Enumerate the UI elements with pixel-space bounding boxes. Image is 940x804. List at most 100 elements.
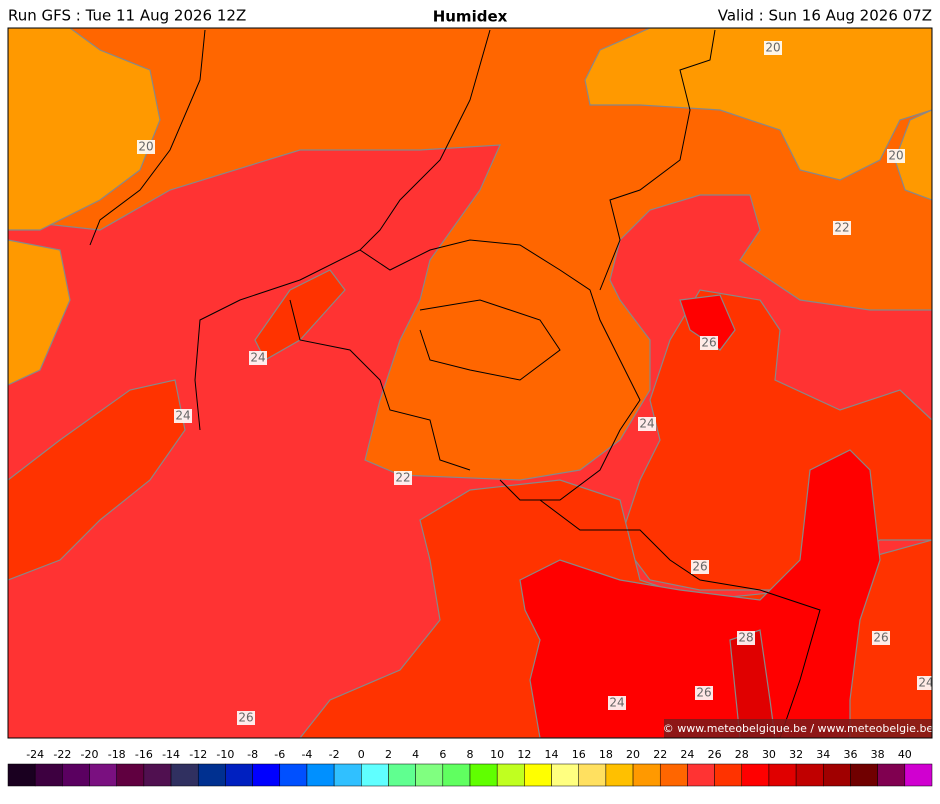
border-line: [359, 239, 641, 501]
colorbar-swatch: [7, 763, 36, 787]
contour-label-box: [137, 140, 155, 154]
colorbar-tick-label: -18: [108, 748, 126, 761]
colorbar-tick-label: 4: [412, 748, 419, 761]
map-frame: [7, 27, 933, 739]
contour-label: 26: [238, 711, 253, 725]
field: [894, 109, 932, 201]
colorbar-swatch: [714, 763, 743, 787]
colorbar-tick-label: 16: [572, 748, 586, 761]
colorbar-tick-label: 30: [762, 748, 776, 761]
colorbar-tick-label: -8: [247, 748, 258, 761]
contour-label: 26: [692, 560, 707, 574]
colorbar-swatch: [687, 763, 715, 787]
contour-label-box: [887, 149, 905, 163]
colorbar-swatch: [252, 763, 281, 787]
contour-label: 22: [834, 221, 849, 235]
colorbar-swatch: [768, 763, 797, 787]
contour-label-box: [249, 351, 267, 365]
credit-box: [664, 719, 932, 738]
colorbar-swatch: [877, 763, 906, 787]
colorbar-tick-label: 28: [735, 748, 749, 761]
colorbar-swatch: [632, 763, 661, 787]
colorbar-tick-label: 10: [490, 748, 504, 761]
colorbar-tick-label: -24: [26, 748, 44, 761]
field: [8, 239, 71, 386]
contour-label-box: [237, 711, 255, 725]
colorbar-swatch: [469, 763, 498, 787]
colorbar-swatch: [197, 763, 226, 787]
border-line: [539, 499, 821, 738]
valid-label: Valid : Sun 16 Aug 2026 07Z: [718, 7, 932, 25]
credit: © www.meteobelgique.be / www.meteobelgie…: [663, 722, 934, 735]
contour-label: 24: [250, 351, 265, 365]
field: [8, 28, 932, 481]
run-label: Run GFS : Tue 11 Aug 2026 12Z: [8, 7, 246, 25]
colorbar-tick-label: -14: [162, 748, 180, 761]
map: © www.meteobelgique.be / www.meteobelgie…: [8, 28, 934, 738]
colorbar-tick-label: 34: [816, 748, 830, 761]
colorbar-swatch: [578, 763, 607, 787]
colorbar-swatch: [279, 763, 308, 787]
contour-label-box: [737, 631, 755, 645]
colorbar-tick-label: 22: [653, 748, 667, 761]
contour-label: 20: [888, 149, 903, 163]
colorbar: -24 -22 -20 -18 -16 -14 -12 -10 -8 -6 -4 -2 0 2 4 6 8 10 1…: [7, 748, 933, 787]
colorbar-tick-label: -20: [81, 748, 99, 761]
colorbar-swatch: [62, 763, 90, 787]
border-line: [289, 299, 471, 471]
contour-label-box: [695, 686, 713, 700]
colorbar-tick-label: 0: [358, 748, 365, 761]
contour-label: 20: [138, 140, 153, 154]
colorbar-swatch: [361, 763, 389, 787]
colorbar-tick-label: 2: [385, 748, 392, 761]
colorbar-swatch: [415, 763, 444, 787]
colorbar-swatch: [659, 763, 688, 787]
colorbar-swatch: [333, 763, 362, 787]
contour-label: 26: [873, 631, 888, 645]
field: [519, 449, 881, 738]
colorbar-tick-label: 38: [871, 748, 885, 761]
colorbar-swatch: [388, 763, 416, 787]
contour-label-box: [691, 560, 709, 574]
contour-label: 20: [765, 41, 780, 55]
colorbar-swatch: [551, 763, 579, 787]
contour-label: 26: [701, 336, 716, 350]
colorbar-swatch: [496, 763, 525, 787]
field: [584, 28, 932, 181]
contour-label-box: [764, 41, 782, 55]
colorbar-tick-label: -6: [274, 748, 285, 761]
colorbar-swatch: [741, 763, 770, 787]
colorbar-swatch: [442, 763, 471, 787]
contour-label: 24: [175, 409, 190, 423]
contour-label: 24: [639, 417, 654, 431]
contour-label-box: [872, 631, 890, 645]
colorbar-swatch: [850, 763, 878, 787]
colorbar-tick-label: 18: [599, 748, 613, 761]
colorbar-swatch: [904, 763, 933, 787]
colorbar-swatch: [34, 763, 63, 787]
contour-label-box: [394, 471, 412, 485]
border-line: [599, 29, 716, 291]
border-line: [419, 299, 561, 381]
colorbar-tick-label: 12: [517, 748, 531, 761]
coastline: [89, 29, 206, 246]
colorbar-swatch: [795, 763, 824, 787]
colorbar-swatch: [823, 763, 851, 787]
colorbar-tick-label: 24: [680, 748, 694, 761]
colorbar-tick-label: -10: [216, 748, 234, 761]
colorbar-tick-label: 20: [626, 748, 640, 761]
colorbar-tick-label: 14: [545, 748, 559, 761]
colorbar-tick-label: 6: [439, 748, 446, 761]
contour-label: 26: [696, 686, 711, 700]
contour-label-box: [608, 696, 626, 710]
field: [8, 379, 186, 581]
colorbar-swatch: [524, 763, 552, 787]
colorbar-tick-label: -16: [135, 748, 153, 761]
colorbar-swatch: [143, 763, 172, 787]
colorbar-tick-label: 8: [467, 748, 474, 761]
contour-label-box: [174, 409, 192, 423]
contour-label: 24: [918, 676, 933, 690]
contour-label: 28: [738, 631, 753, 645]
colorbar-tick-label: -4: [301, 748, 312, 761]
colorbar-tick-label: 36: [843, 748, 857, 761]
